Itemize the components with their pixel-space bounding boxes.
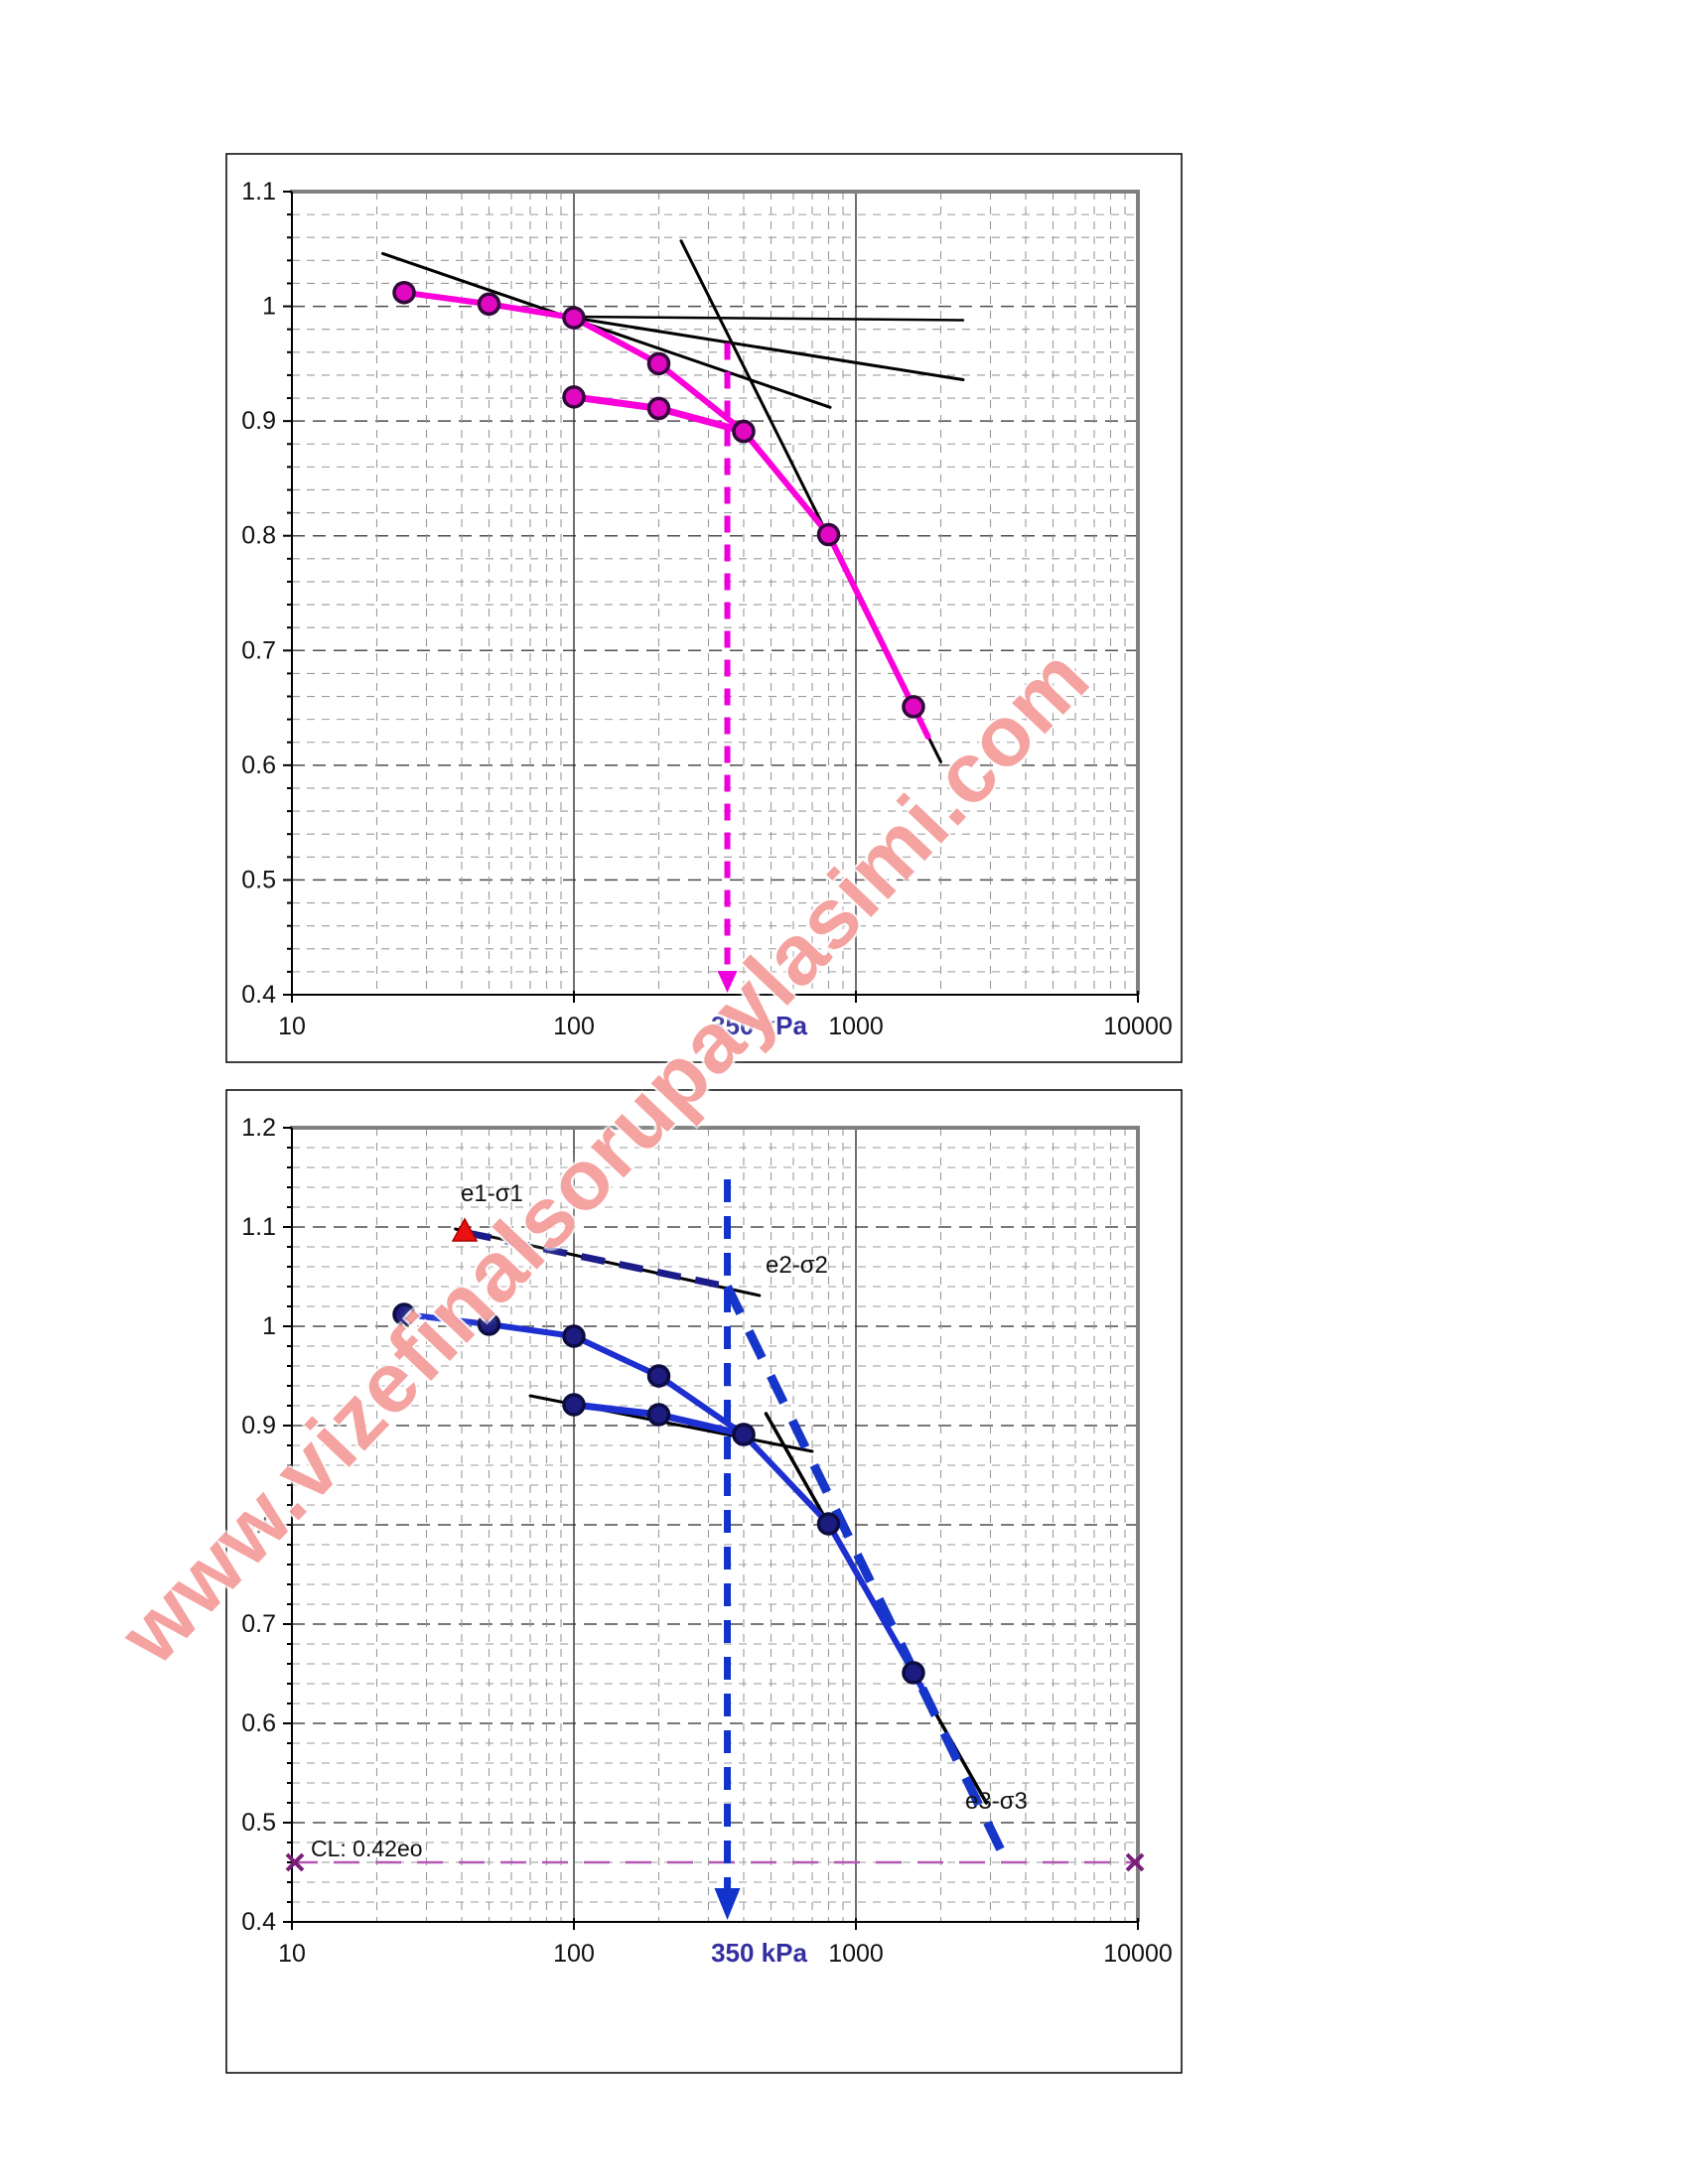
y-tick-label: 1 [262,1312,276,1340]
y-tick-label: 0.8 [241,1511,276,1539]
compression-curve-marker [646,1364,671,1388]
compression-curve-marker [902,695,925,719]
e1-sigma1-dashed [467,1229,729,1291]
compression-curve [401,289,931,740]
y-tick-label: 0.9 [241,407,276,435]
compression-curve-marker [392,1302,416,1326]
cl-label: CL: 0.42eo [311,1836,423,1861]
x-tick-label: 1000 [828,1013,884,1040]
bottom-chart: 1.2 1.1 1 0.9 0.8 0.7 0.6 0.5 0.410 100 1000 10000 3… [225,1089,1183,2074]
reload-branch-marker [646,1403,671,1427]
bisector-line [572,316,965,382]
cl-line-group: CL: 0.42eo [285,1836,1145,1872]
grid [292,1128,1138,1922]
x-tick-label: 10000 [1103,1013,1173,1040]
y-tick-label: 0.5 [241,1809,276,1837]
dashed-trend-lines [467,1229,1010,1862]
construction-lines [381,239,965,763]
x-tick-label: 10 [278,1013,306,1040]
x-tick-label: 100 [553,1940,595,1968]
top-chart: 1.1 1 0.9 0.8 0.7 0.6 0.5 0.410 100 1000 10000 350 … [225,153,1183,1063]
pressure-label: 350 kPa [711,1011,807,1040]
chart-frame [225,1089,1183,2074]
reload-branch-marker [732,419,756,444]
pressure-arrow [714,1179,741,1920]
reload-branch-marker [562,385,586,409]
y-tick-label: 0.4 [241,1908,276,1936]
pressure-label: 350 kPa [711,1938,807,1968]
red-triangle-marker [451,1217,479,1242]
series-markers [392,280,925,719]
cl-x-marker [285,1852,305,1872]
initial-tangent-line [381,251,832,409]
chart-frame [225,153,1183,1063]
axis-ticks [283,191,1139,1003]
annotations: e1-σ1 e2-σ2 e3-σ3 [461,1180,1028,1815]
y-tick-label: 0.6 [241,1709,276,1737]
y-axis-labels: 1.2 1.1 1 0.9 0.8 0.7 0.6 0.5 0.4 [241,1114,276,1936]
x-tick-label: 10 [278,1940,306,1968]
label-e1-sigma1: e1-σ1 [461,1180,523,1207]
y-tick-label: 0.8 [241,522,276,550]
reload-branch-marker [732,1423,756,1446]
y-axis-labels: 1.1 1 0.9 0.8 0.7 0.6 0.5 0.4 [241,178,276,1009]
reload-branch-marker [646,396,671,421]
compression-curve-marker [902,1661,925,1685]
x-tick-label: 1000 [828,1940,884,1968]
arrow-head [714,1888,741,1920]
compression-curve-marker [392,280,416,305]
compression-curve-marker [477,1312,501,1336]
y-tick-label: 1.1 [241,178,276,205]
axis-ticks [283,1127,1139,1930]
y-tick-label: 0.7 [241,636,276,664]
compression-curve-marker [816,1512,841,1536]
compression-curve-marker [816,522,841,547]
x-tick-label: 100 [553,1013,595,1040]
compression-curve-marker [477,292,501,317]
y-tick-label: 0.7 [241,1610,276,1638]
y-tick-label: 0.4 [241,981,276,1009]
compression-curve-marker [562,306,586,330]
horizontal-line [572,315,965,322]
x-axis-labels: 10 100 1000 10000 350 kPa [278,1938,1173,1968]
y-tick-label: 1.2 [241,1114,276,1142]
reload-branch-marker [562,1393,586,1417]
x-tick-label: 10000 [1103,1940,1173,1968]
label-e2-sigma2: e2-σ2 [766,1252,828,1279]
y-tick-label: 0.6 [241,751,276,779]
compression-curve-marker [646,351,671,376]
e2-e3-dashed [723,1285,1010,1862]
cl-x-marker [1125,1852,1145,1872]
y-tick-label: 1 [262,293,276,321]
x-axis-labels: 10 100 1000 10000 350 kPa [278,1011,1173,1040]
label-e3-sigma3: e3-σ3 [965,1788,1028,1815]
y-tick-label: 0.9 [241,1412,276,1439]
compression-curve-marker [562,1324,586,1348]
y-tick-label: 0.5 [241,866,276,893]
series-markers [392,1302,925,1685]
arrow-head [717,971,738,993]
y-tick-label: 1.1 [241,1213,276,1241]
pressure-arrow [717,342,738,993]
